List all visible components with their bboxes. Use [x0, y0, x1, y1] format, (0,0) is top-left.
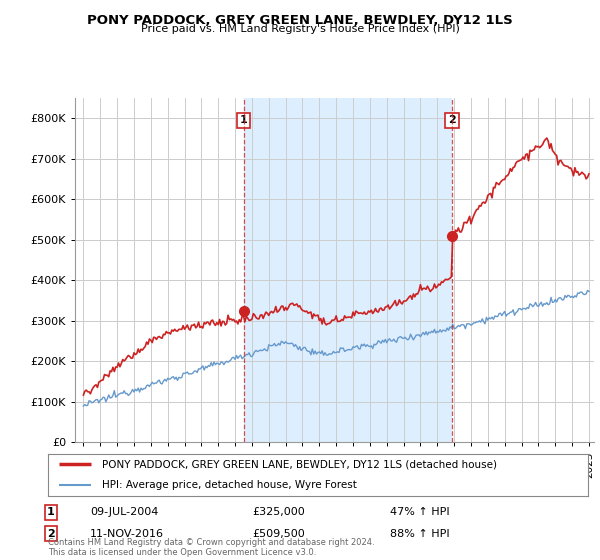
Text: 11-NOV-2016: 11-NOV-2016	[90, 529, 164, 539]
Text: Contains HM Land Registry data © Crown copyright and database right 2024.
This d: Contains HM Land Registry data © Crown c…	[48, 538, 374, 557]
Text: £509,500: £509,500	[252, 529, 305, 539]
Text: 2: 2	[47, 529, 55, 539]
Text: 09-JUL-2004: 09-JUL-2004	[90, 507, 158, 517]
Text: 1: 1	[240, 115, 248, 125]
Bar	[244, 98, 452, 442]
Text: PONY PADDOCK, GREY GREEN LANE, BEWDLEY, DY12 1LS (detached house): PONY PADDOCK, GREY GREEN LANE, BEWDLEY, …	[102, 459, 497, 469]
Text: 2: 2	[448, 115, 456, 125]
Text: £325,000: £325,000	[252, 507, 305, 517]
Text: 47% ↑ HPI: 47% ↑ HPI	[390, 507, 449, 517]
Text: HPI: Average price, detached house, Wyre Forest: HPI: Average price, detached house, Wyre…	[102, 480, 357, 490]
Text: PONY PADDOCK, GREY GREEN LANE, BEWDLEY, DY12 1LS: PONY PADDOCK, GREY GREEN LANE, BEWDLEY, …	[87, 14, 513, 27]
Text: Price paid vs. HM Land Registry's House Price Index (HPI): Price paid vs. HM Land Registry's House …	[140, 24, 460, 34]
Text: 88% ↑ HPI: 88% ↑ HPI	[390, 529, 449, 539]
Text: 1: 1	[47, 507, 55, 517]
